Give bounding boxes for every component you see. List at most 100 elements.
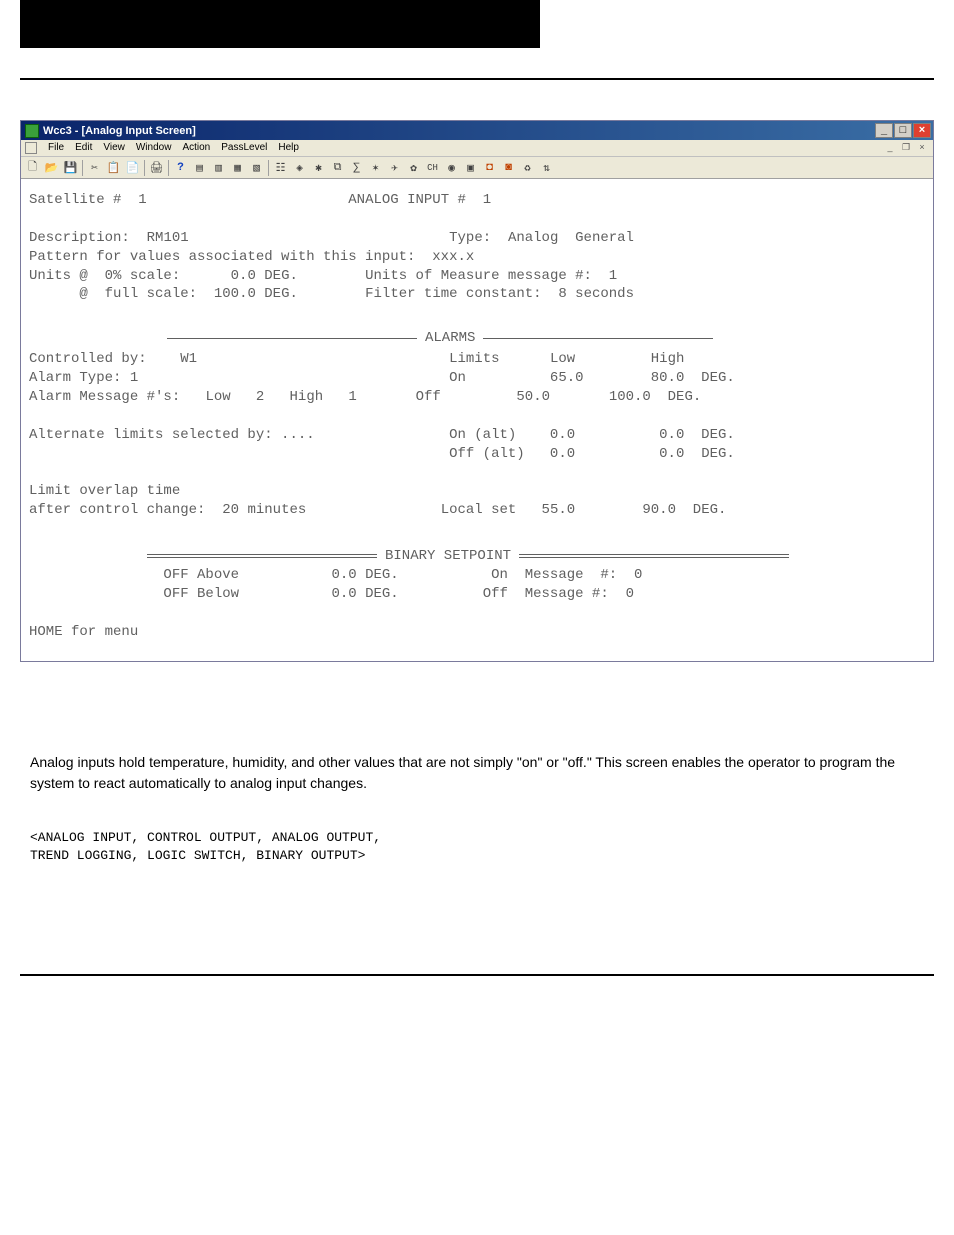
paste-icon[interactable]: 📄 bbox=[124, 159, 141, 176]
uom-label: Units of Measure message #: bbox=[365, 268, 592, 284]
overlap-value: 20 bbox=[222, 502, 239, 518]
local-set-high: 90.0 bbox=[642, 502, 676, 518]
units-full-value: 100.0 bbox=[214, 286, 256, 302]
title-bar: Wcc3 - [Analog Input Screen] _ □ × bbox=[21, 121, 933, 140]
open-icon[interactable]: 📂 bbox=[43, 159, 60, 176]
off-below-label: OFF Below bbox=[163, 586, 239, 602]
tool-icon-11[interactable]: ✈ bbox=[386, 159, 403, 176]
new-icon[interactable]: 🗋 bbox=[24, 159, 41, 176]
tool-icon-9[interactable]: ∑ bbox=[348, 159, 365, 176]
alarms-section-label: ALARMS bbox=[425, 329, 475, 348]
mdi-icon[interactable] bbox=[25, 142, 37, 154]
code-line-1: <ANALOG INPUT, CONTROL OUTPUT, ANALOG OU… bbox=[30, 830, 381, 845]
controlled-by-label: Controlled by: bbox=[29, 351, 147, 367]
menu-view[interactable]: View bbox=[103, 142, 125, 154]
save-icon[interactable]: 💾 bbox=[62, 159, 79, 176]
tool-icon-2[interactable]: ▥ bbox=[210, 159, 227, 176]
on-alt-low: 0.0 bbox=[550, 427, 575, 443]
print-icon[interactable]: 🖨 bbox=[148, 159, 165, 176]
menu-action[interactable]: Action bbox=[182, 142, 210, 154]
low-header: Low bbox=[550, 351, 575, 367]
tool-icon-16[interactable]: ◘ bbox=[481, 159, 498, 176]
off-below-unit: DEG. bbox=[365, 586, 399, 602]
menu-window[interactable]: Window bbox=[136, 142, 172, 154]
top-divider bbox=[20, 78, 934, 80]
tool-icon-6[interactable]: ◈ bbox=[291, 159, 308, 176]
off-unit: DEG. bbox=[668, 389, 702, 405]
off-alt-unit: DEG. bbox=[701, 446, 735, 462]
menu-passlevel[interactable]: PassLevel bbox=[221, 142, 267, 154]
filter-unit: seconds bbox=[575, 286, 634, 302]
on-low: 65.0 bbox=[550, 370, 584, 386]
pattern-label: Pattern for values associated with this … bbox=[29, 249, 415, 265]
copy-icon[interactable]: 📋 bbox=[105, 159, 122, 176]
mdi-restore-button[interactable]: ❐ bbox=[899, 142, 913, 155]
filter-label: Filter time constant: bbox=[365, 286, 541, 302]
uom-value: 1 bbox=[609, 268, 617, 284]
alarm-msg-label: Alarm Message #'s: bbox=[29, 389, 180, 405]
page-black-banner bbox=[20, 0, 540, 48]
on-unit: DEG. bbox=[701, 370, 735, 386]
home-hint: HOME for menu bbox=[29, 624, 138, 640]
off-msg-value: 0 bbox=[626, 586, 634, 602]
limits-label: Limits bbox=[449, 351, 499, 367]
off-above-value: 0.0 bbox=[331, 567, 356, 583]
tool-icon-15[interactable]: ▣ bbox=[462, 159, 479, 176]
off-low: 50.0 bbox=[516, 389, 550, 405]
analog-input-num: 1 bbox=[483, 192, 491, 208]
tool-icon-5[interactable]: ☷ bbox=[272, 159, 289, 176]
off-above-unit: DEG. bbox=[365, 567, 399, 583]
mdi-close-button[interactable]: × bbox=[915, 142, 929, 155]
tool-icon-17[interactable]: ◙ bbox=[500, 159, 517, 176]
on-msg-label: On Message #: bbox=[491, 567, 617, 583]
tool-icon-4[interactable]: ▧ bbox=[248, 159, 265, 176]
menu-file[interactable]: File bbox=[48, 142, 64, 154]
alt-limits-label: Alternate limits selected by: bbox=[29, 427, 273, 443]
tool-icon-7[interactable]: ✱ bbox=[310, 159, 327, 176]
overlap-line1: Limit overlap time bbox=[29, 483, 180, 499]
on-high: 80.0 bbox=[651, 370, 685, 386]
cut-icon[interactable]: ✂ bbox=[86, 159, 103, 176]
type-value: Analog General bbox=[508, 230, 634, 246]
alarm-msg-low-label: Low bbox=[205, 389, 230, 405]
tool-icon-12[interactable]: ✿ bbox=[405, 159, 422, 176]
units-zero-label: Units @ 0% scale: bbox=[29, 268, 180, 284]
tool-icon-19[interactable]: ⇅ bbox=[538, 159, 555, 176]
analog-input-label: ANALOG INPUT # bbox=[348, 192, 466, 208]
alarm-msg-low-value: 2 bbox=[256, 389, 264, 405]
description-value: RM101 bbox=[147, 230, 189, 246]
off-alt-low: 0.0 bbox=[550, 446, 575, 462]
off-above-label: OFF Above bbox=[163, 567, 239, 583]
off-alt-high: 0.0 bbox=[659, 446, 684, 462]
on-alt-unit: DEG. bbox=[701, 427, 735, 443]
alarm-type-value: 1 bbox=[130, 370, 138, 386]
controlled-by-value: W1 bbox=[180, 351, 197, 367]
tool-icon-18[interactable]: ♻ bbox=[519, 159, 536, 176]
close-button[interactable]: × bbox=[913, 123, 931, 138]
content-area: Satellite # 1 ANALOG INPUT # 1 Descripti… bbox=[21, 179, 933, 661]
binary-section-label: BINARY SETPOINT bbox=[385, 547, 511, 566]
tool-icon-1[interactable]: ▤ bbox=[191, 159, 208, 176]
local-set-unit: DEG. bbox=[693, 502, 727, 518]
code-line-2: TREND LOGGING, LOGIC SWITCH, BINARY OUTP… bbox=[30, 848, 365, 863]
units-full-unit: DEG. bbox=[264, 286, 298, 302]
menu-edit[interactable]: Edit bbox=[75, 142, 92, 154]
tool-icon-14[interactable]: ◉ bbox=[443, 159, 460, 176]
menu-help[interactable]: Help bbox=[278, 142, 299, 154]
off-label: Off bbox=[416, 389, 441, 405]
tool-icon-13[interactable]: CH bbox=[424, 159, 441, 176]
alarm-msg-high-label: High bbox=[290, 389, 324, 405]
help-icon[interactable]: ? bbox=[172, 159, 189, 176]
mdi-minimize-button[interactable]: _ bbox=[883, 142, 897, 155]
maximize-button[interactable]: □ bbox=[894, 123, 912, 138]
off-high: 100.0 bbox=[609, 389, 651, 405]
minimize-button[interactable]: _ bbox=[875, 123, 893, 138]
alarm-type-label: Alarm Type: bbox=[29, 370, 121, 386]
alarm-msg-high-value: 1 bbox=[348, 389, 356, 405]
type-label: Type: bbox=[449, 230, 491, 246]
pattern-value: xxx.x bbox=[432, 249, 474, 265]
tool-icon-8[interactable]: ⧉ bbox=[329, 159, 346, 176]
tool-icon-3[interactable]: ▦ bbox=[229, 159, 246, 176]
tool-icon-10[interactable]: ✶ bbox=[367, 159, 384, 176]
units-zero-unit: DEG. bbox=[264, 268, 298, 284]
